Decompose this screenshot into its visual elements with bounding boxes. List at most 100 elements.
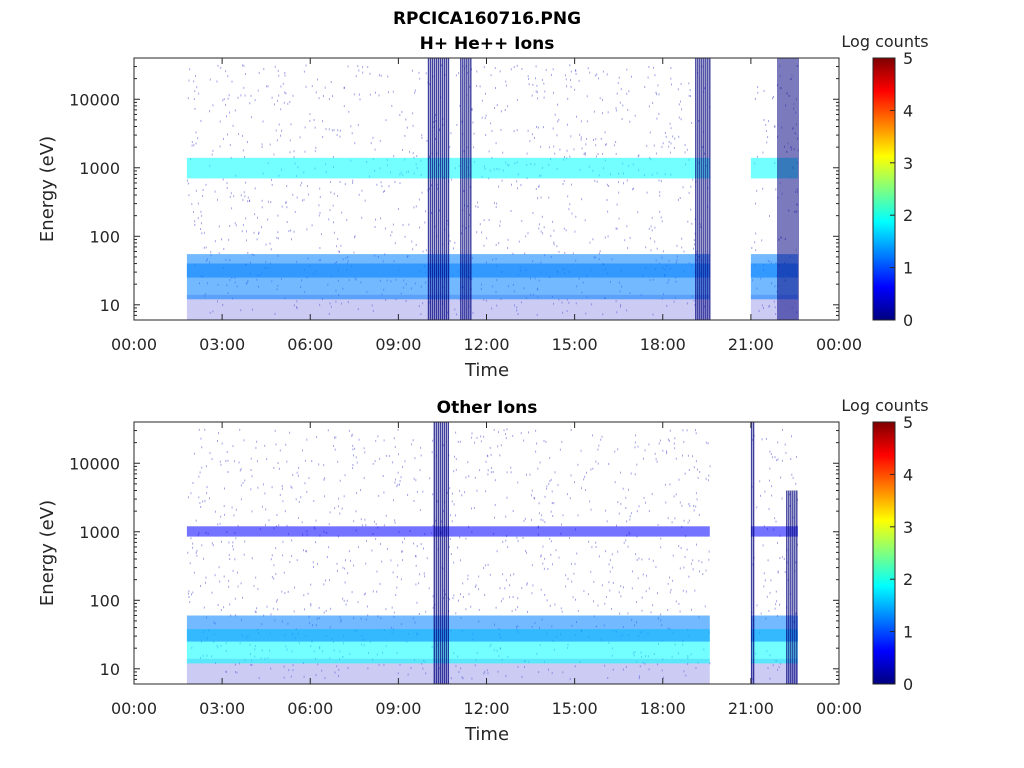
heatmap-cell — [570, 474, 572, 477]
heatmap-cell — [688, 575, 690, 578]
heatmap-cell — [500, 110, 502, 113]
heatmap-cell — [189, 601, 191, 604]
heatmap-cell — [453, 470, 455, 473]
heatmap-cell — [460, 667, 462, 670]
heatmap-cell — [325, 579, 326, 582]
heatmap-cell — [225, 670, 227, 673]
heatmap-cell — [190, 537, 192, 540]
x-tick-label: 00:00 — [816, 335, 862, 354]
heatmap-cell — [385, 227, 386, 230]
heatmap-cell — [538, 227, 540, 230]
heatmap-cell — [561, 523, 562, 526]
heatmap-cell — [300, 184, 302, 187]
heatmap-cell — [551, 672, 553, 675]
heatmap-cell — [555, 549, 557, 552]
heatmap-cell — [307, 592, 309, 595]
heatmap-cell — [235, 224, 237, 227]
heatmap-cell — [292, 94, 294, 97]
heatmap-cell — [456, 123, 458, 126]
heatmap-cell — [688, 191, 690, 194]
heatmap-cell — [286, 206, 288, 209]
heatmap-cell — [237, 524, 239, 527]
heatmap-cell — [682, 429, 684, 432]
heatmap-cell — [498, 242, 500, 245]
heatmap-cell — [193, 571, 195, 574]
heatmap-cell — [597, 448, 599, 451]
heatmap-cell — [362, 66, 363, 69]
heatmap-cell — [570, 429, 572, 431]
heatmap-cell — [453, 594, 455, 597]
heatmap-cell — [759, 480, 761, 483]
heatmap-cell — [435, 137, 437, 140]
heatmap-cell — [543, 439, 545, 442]
heatmap-cell — [535, 65, 537, 68]
heatmap-cell — [651, 229, 653, 232]
heatmap-cell — [701, 561, 703, 564]
heatmap-cell — [659, 194, 661, 197]
heatmap-cell — [756, 189, 758, 192]
heatmap-cell — [538, 184, 540, 187]
heatmap-cell — [591, 303, 593, 306]
heatmap-cell — [516, 309, 518, 312]
heatmap-cell — [212, 104, 214, 107]
heatmap-cell — [194, 107, 196, 110]
heatmap-cell — [437, 58, 440, 320]
heatmap-cell — [205, 183, 207, 186]
heatmap-cell — [416, 155, 418, 158]
heatmap-cell — [199, 471, 201, 474]
heatmap-cell — [257, 588, 259, 591]
heatmap-cell — [608, 185, 610, 187]
heatmap-cell — [352, 467, 354, 470]
heatmap-cell — [505, 539, 507, 542]
heatmap-cell — [292, 664, 294, 667]
x-tick-label: 03:00 — [199, 335, 245, 354]
heatmap-cell — [201, 446, 203, 449]
heatmap-cell — [189, 562, 191, 565]
heatmap-cell — [273, 153, 275, 156]
heatmap-cell — [328, 523, 330, 526]
heatmap-cell — [607, 210, 609, 213]
heatmap-cell — [272, 607, 274, 610]
heatmap-cell — [319, 211, 321, 214]
heatmap-cell — [467, 461, 469, 464]
heatmap-cell — [261, 146, 263, 149]
heatmap-cell — [776, 459, 778, 462]
heatmap-cell — [517, 597, 519, 600]
heatmap-cell — [644, 501, 646, 504]
heatmap-cell — [484, 670, 486, 673]
heatmap-cell — [232, 545, 234, 548]
heatmap-cell — [566, 298, 568, 301]
heatmap-cell — [262, 483, 264, 486]
heatmap-cell — [688, 519, 690, 522]
heatmap-cell — [655, 458, 657, 461]
heatmap-cell — [475, 205, 477, 208]
heatmap-cell — [330, 305, 332, 308]
heatmap-cell — [674, 517, 676, 520]
heatmap-cell — [769, 677, 771, 680]
heatmap-cell — [187, 179, 188, 182]
heatmap-cell — [552, 68, 554, 71]
heatmap-cell — [790, 78, 792, 81]
heatmap-cell — [635, 553, 636, 556]
heatmap-cell — [412, 69, 413, 72]
heatmap-cell — [455, 468, 457, 471]
heatmap-cell — [227, 97, 229, 100]
heatmap-cell — [365, 524, 367, 527]
heatmap-cell — [466, 58, 468, 320]
heatmap-cell — [577, 514, 579, 517]
heatmap-cell — [617, 448, 619, 451]
heatmap-cell — [402, 224, 404, 226]
heatmap-cell — [270, 248, 272, 251]
heatmap-cell — [221, 540, 222, 543]
heatmap-cell — [762, 544, 764, 547]
heatmap-cell — [222, 178, 224, 181]
heatmap-cell — [432, 493, 434, 496]
heatmap-cell — [203, 606, 205, 609]
heatmap-cell — [761, 239, 763, 242]
heatmap-cell — [671, 83, 672, 86]
heatmap-cell — [643, 457, 644, 460]
heatmap-cell — [589, 241, 591, 244]
heatmap-cell — [516, 180, 518, 183]
heatmap-cell — [415, 205, 417, 208]
